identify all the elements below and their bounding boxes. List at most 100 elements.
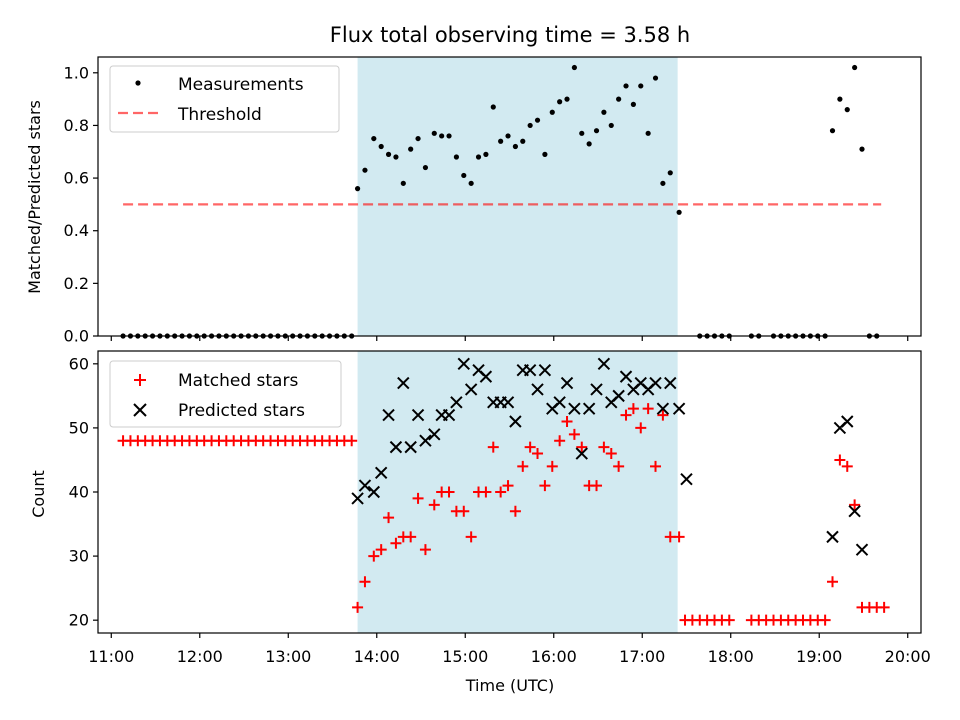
bottom-y-tick-label: 50 — [69, 418, 89, 437]
predicted-star-point — [619, 370, 633, 383]
matched-star-point — [598, 441, 610, 453]
matched-star-point — [346, 435, 358, 447]
matched-star-point — [539, 480, 551, 492]
top-y-tick-label: 0.4 — [64, 221, 89, 240]
matched-star-point — [568, 428, 580, 440]
predicted-star-point — [358, 479, 372, 492]
predicted-star-point — [479, 370, 493, 383]
measurement-point — [371, 135, 377, 142]
measurement-point — [844, 107, 850, 113]
predicted-star-point — [612, 389, 625, 403]
measurement-point — [542, 151, 548, 157]
chart-title: Flux total observing time = 3.58 h — [330, 23, 690, 47]
matched-star-point — [412, 492, 424, 504]
top-y-axis-label: Matched/Predicted stars — [25, 100, 44, 294]
observing-window-bottom — [357, 351, 678, 633]
matched-star-point — [878, 601, 890, 613]
measurement-point — [512, 143, 518, 150]
predicted-star-point — [411, 408, 425, 422]
bottom-y-tick-label: 60 — [69, 354, 89, 373]
measurement-point — [549, 109, 555, 115]
matched-star-point — [352, 601, 364, 613]
matched-star-point — [620, 409, 632, 421]
measurement-point — [446, 133, 452, 139]
predicted-star-point — [450, 396, 463, 409]
matched-star-point — [458, 505, 470, 517]
top-y-tick-label: 1.0 — [64, 63, 89, 82]
matched-star-point — [495, 486, 507, 498]
predicted-star-point — [374, 466, 388, 479]
measurement-point — [586, 141, 592, 147]
matched-star-point — [480, 486, 492, 498]
predicted-star-point — [442, 408, 456, 422]
legend-matched-label: Matched stars — [178, 371, 298, 391]
measurement-point — [638, 83, 644, 89]
x-axis-label: Time (UTC) — [465, 676, 554, 695]
legend-predicted-marker — [133, 403, 147, 417]
matched-star-point — [405, 531, 417, 543]
matched-star-point — [635, 422, 647, 434]
measurement-point — [645, 130, 651, 136]
x-tick-label: 13:00 — [265, 647, 311, 666]
x-tick-label: 14:00 — [354, 647, 400, 666]
matched-star-point — [524, 441, 536, 453]
measurement-point — [393, 154, 399, 160]
matched-star-point — [627, 403, 639, 415]
predicted-star-point — [464, 383, 478, 396]
matched-star-point — [650, 460, 662, 472]
predicted-star-point — [523, 364, 537, 377]
measurement-point — [520, 138, 526, 144]
matched-star-point — [827, 576, 839, 588]
top-y-tick-label: 0.6 — [64, 169, 89, 188]
measurement-point — [439, 133, 445, 139]
measurement-point — [579, 130, 585, 136]
matched-star-point — [509, 505, 521, 517]
measurement-point — [616, 96, 622, 102]
top-y-tick-label: 0.2 — [64, 274, 89, 293]
matched-star-point — [532, 448, 544, 460]
predicted-star-point — [855, 543, 869, 556]
predicted-star-point — [680, 472, 693, 486]
matched-star-point — [591, 480, 603, 492]
measurement-point — [601, 109, 607, 115]
measurement-point — [571, 64, 577, 71]
measurement-point — [490, 104, 496, 110]
x-tick-label: 20:00 — [885, 647, 931, 666]
predicted-star-point — [553, 396, 566, 409]
measurement-point — [557, 99, 563, 105]
matched-star-point — [673, 531, 685, 543]
top-axes-frame — [97, 56, 922, 337]
legend-measurements-marker — [135, 80, 141, 86]
measurement-point — [564, 96, 570, 102]
measurement-point — [400, 180, 406, 186]
measurement-point — [461, 172, 467, 179]
matched-star-point — [657, 409, 669, 421]
bottom-panel: 20 30 40 50 60 11:00 12:00 13:00 14:00 15:00 16:0… — [29, 350, 931, 695]
matched-star-point — [390, 537, 402, 549]
bottom-y-tick-label: 40 — [69, 483, 89, 502]
measurement-point — [829, 128, 836, 134]
measurement-point — [505, 133, 511, 139]
measurement-point — [378, 143, 384, 150]
measurement-point — [623, 83, 629, 89]
predicted-star-point — [501, 396, 515, 409]
x-tick-label: 11:00 — [88, 647, 134, 666]
predicted-star-point — [428, 428, 441, 441]
measurement-point — [415, 135, 421, 142]
predicted-star-point — [389, 440, 403, 454]
measurement-point — [453, 154, 460, 160]
predicted-star-point — [457, 357, 470, 371]
matched-star-point — [561, 416, 573, 427]
predicted-star-point — [841, 415, 854, 428]
matched-star-point — [517, 460, 529, 472]
matched-star-point — [546, 460, 558, 472]
x-tick-label: 16:00 — [531, 647, 577, 666]
measurement-point — [468, 180, 474, 186]
predicted-star-point — [351, 492, 364, 505]
predicted-star-point — [590, 383, 603, 396]
predicted-star-point — [582, 402, 596, 415]
matched-star-point — [465, 531, 477, 543]
matched-star-point — [419, 544, 431, 556]
predicted-star-point — [419, 434, 432, 447]
matched-star-point — [849, 499, 861, 511]
